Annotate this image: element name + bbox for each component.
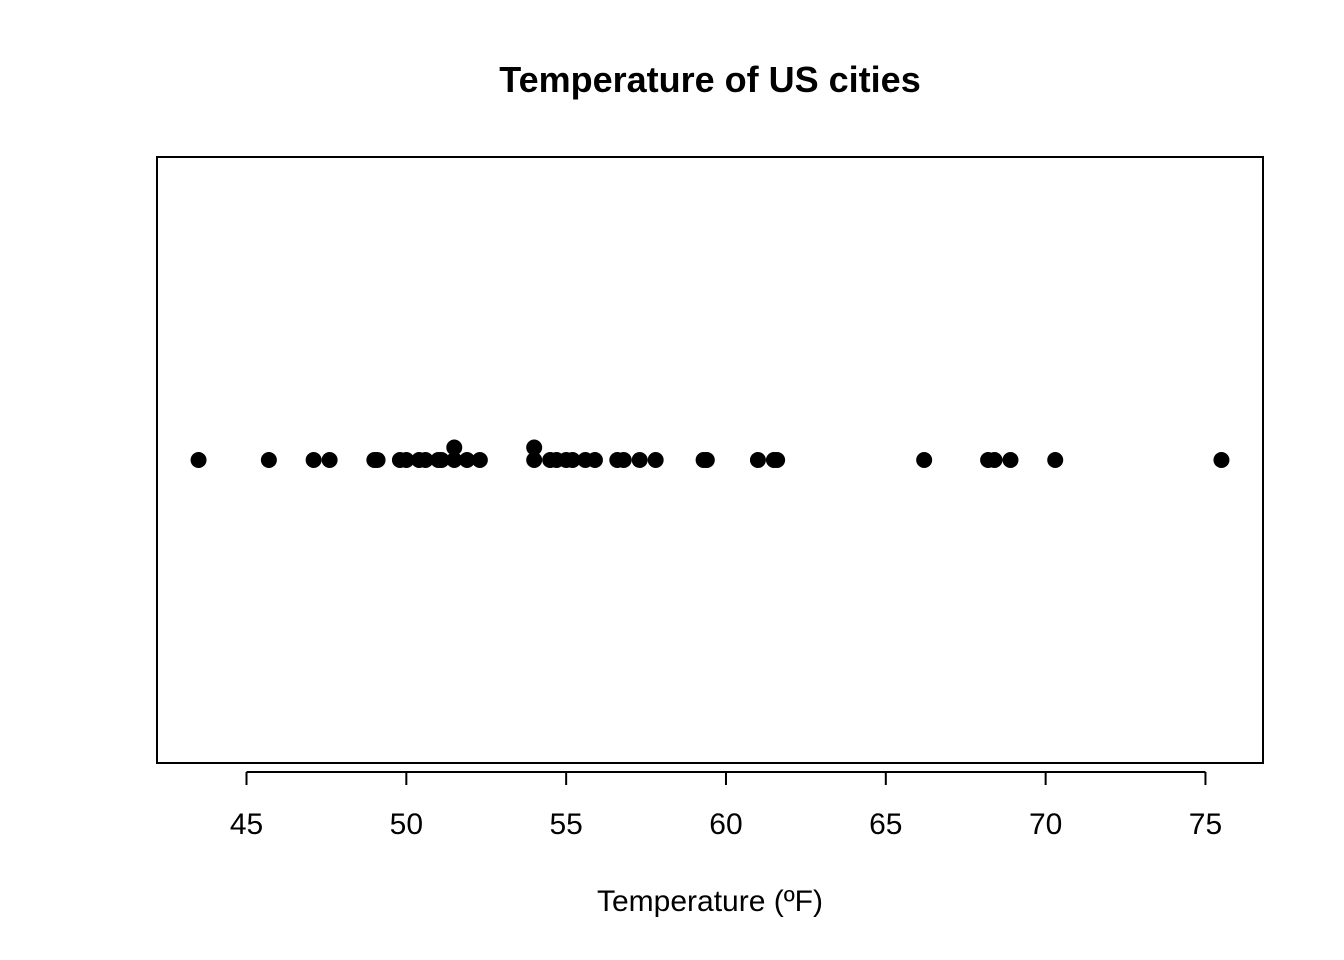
data-point [526, 439, 543, 456]
data-point [526, 452, 543, 468]
data-point [471, 452, 488, 468]
data-point [446, 439, 463, 456]
data-point [260, 452, 277, 468]
data-point [647, 452, 664, 468]
data-point [631, 452, 648, 468]
data-point [1213, 452, 1230, 468]
data-point [417, 452, 434, 468]
x-tick-label: 75 [1189, 808, 1222, 841]
x-tick-label: 50 [390, 808, 423, 841]
data-points [190, 439, 1230, 468]
data-point [321, 452, 338, 468]
x-tick-label: 45 [230, 808, 263, 841]
plot-area-frame [156, 156, 1264, 764]
data-point [615, 452, 632, 468]
data-point [564, 452, 581, 468]
x-axis: 45 50 55 60 65 70 75 [230, 771, 1222, 841]
data-point [433, 452, 450, 468]
x-tick-label: 65 [869, 808, 902, 841]
x-axis-label: Temperature (ºF) [597, 885, 823, 918]
x-tick-label: 60 [709, 808, 742, 841]
data-point [305, 452, 322, 468]
x-tick-label: 70 [1029, 808, 1062, 841]
data-point [1002, 452, 1019, 468]
data-point [1047, 452, 1064, 468]
data-point [459, 452, 476, 468]
data-point [916, 452, 933, 468]
data-point [586, 452, 603, 468]
data-point [698, 452, 715, 468]
data-point [986, 452, 1003, 468]
chart-title: Temperature of US cities [499, 59, 920, 100]
data-point [769, 452, 786, 468]
data-point [446, 452, 463, 468]
data-point [749, 452, 766, 468]
x-tick-label: 55 [549, 808, 582, 841]
data-point [398, 452, 415, 468]
data-point [369, 452, 386, 468]
data-point [190, 452, 207, 468]
